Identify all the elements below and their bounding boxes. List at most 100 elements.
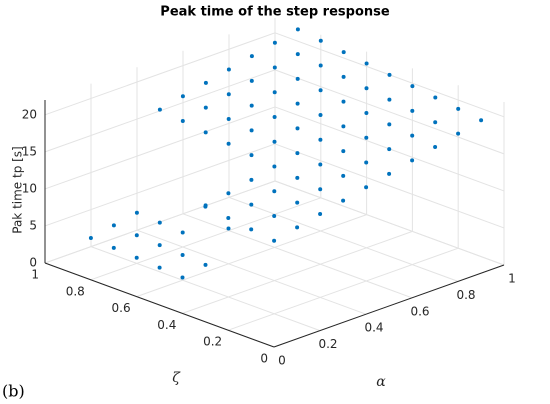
- point: [226, 216, 231, 221]
- point: [272, 65, 277, 70]
- point: [318, 63, 323, 68]
- point: [295, 151, 300, 156]
- y-tick-label: 0.8: [66, 284, 85, 298]
- point: [387, 147, 392, 152]
- grid-line: [274, 180, 505, 266]
- grid-line: [44, 32, 276, 116]
- point: [295, 52, 300, 57]
- point: [226, 117, 231, 122]
- point: [203, 80, 208, 85]
- point: [295, 27, 300, 32]
- grid-line: [90, 197, 321, 281]
- point: [387, 72, 392, 77]
- point: [387, 122, 392, 127]
- point: [341, 149, 346, 154]
- point: [479, 118, 484, 123]
- grid-line: [182, 230, 413, 314]
- x-tick-label: 1: [508, 272, 516, 286]
- x-tick-label: 0.4: [364, 321, 383, 335]
- point: [272, 40, 277, 45]
- x-tick-label: 0.8: [456, 288, 475, 302]
- point: [249, 103, 254, 108]
- point: [387, 97, 392, 102]
- point: [318, 38, 323, 43]
- point: [364, 135, 369, 140]
- point: [272, 115, 277, 119]
- point: [272, 164, 277, 169]
- point: [111, 223, 116, 228]
- x-tick-label: 0.6: [410, 304, 429, 318]
- point: [410, 84, 415, 89]
- x-axis-label: α: [376, 374, 386, 390]
- grid-line: [44, 143, 276, 227]
- point: [134, 210, 139, 215]
- point: [180, 94, 185, 99]
- point: [341, 50, 346, 55]
- point: [318, 187, 323, 192]
- y-tick-label: 0.4: [157, 318, 176, 332]
- point: [249, 177, 254, 182]
- grid-line: [136, 214, 367, 298]
- point: [295, 175, 300, 180]
- point: [226, 67, 231, 72]
- grid-line: [228, 247, 459, 331]
- grid-line: [90, 246, 321, 332]
- grid-line: [44, 106, 276, 190]
- chart-title: Peak time of the step response: [160, 5, 390, 20]
- point: [295, 126, 300, 131]
- y-tick-label: 1: [31, 268, 39, 282]
- point: [249, 78, 254, 83]
- grid-line: [274, 143, 505, 229]
- point: [226, 191, 231, 196]
- point: [433, 145, 438, 150]
- point: [364, 185, 369, 190]
- point: [134, 255, 139, 260]
- point: [88, 236, 93, 241]
- point: [180, 119, 185, 124]
- z-tick-label: 20: [22, 107, 37, 121]
- y-tick-label: 0.6: [112, 301, 131, 315]
- point: [249, 153, 254, 158]
- point: [410, 133, 415, 138]
- point: [295, 101, 300, 106]
- z-tick-label: 15: [22, 144, 37, 158]
- z-tick-label: 10: [22, 181, 37, 195]
- point: [180, 275, 185, 280]
- y-axis-line: [44, 262, 275, 348]
- point: [249, 128, 254, 133]
- point: [272, 90, 277, 95]
- point: [272, 139, 277, 144]
- z-axis-label: Pak time tp [s]: [11, 146, 25, 234]
- point: [364, 61, 369, 66]
- point: [341, 124, 346, 129]
- point: [387, 171, 392, 176]
- point: [157, 220, 162, 225]
- z-tick-label: 5: [29, 218, 37, 232]
- point: [410, 158, 415, 163]
- point: [318, 137, 323, 142]
- point: [318, 112, 323, 117]
- point: [318, 211, 323, 216]
- point: [226, 226, 231, 231]
- point: [433, 120, 438, 125]
- x-axis-line: [273, 264, 505, 348]
- point: [203, 130, 208, 135]
- point: [203, 203, 208, 208]
- point: [456, 106, 461, 111]
- point: [295, 76, 300, 81]
- point: [410, 108, 415, 113]
- point: [341, 198, 346, 203]
- point: [364, 110, 369, 115]
- point: [249, 227, 254, 232]
- point: [226, 92, 231, 97]
- grid-line: [136, 229, 367, 315]
- grid-line: [228, 196, 459, 282]
- grid-line: [182, 213, 413, 299]
- point: [157, 107, 162, 112]
- point: [157, 265, 162, 270]
- point: [272, 238, 277, 243]
- point: [341, 173, 346, 178]
- x-tick-label: 0: [278, 354, 286, 368]
- point: [318, 162, 323, 167]
